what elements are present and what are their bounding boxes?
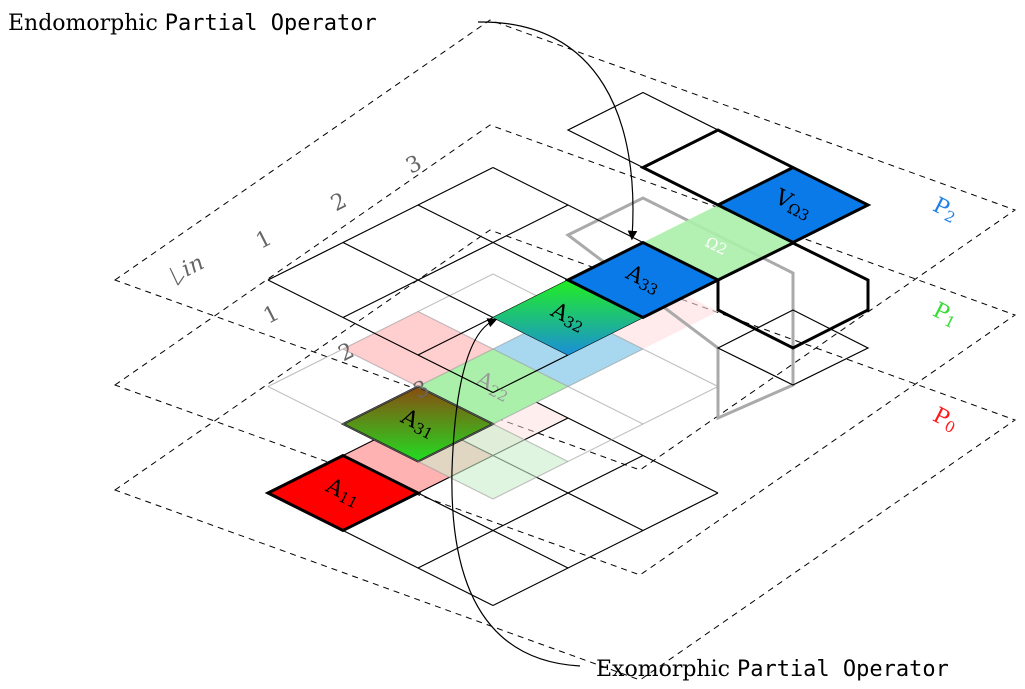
grid-line <box>492 492 719 607</box>
plane <box>113 124 1017 576</box>
cell <box>716 309 870 386</box>
column-label: 1 <box>252 226 276 255</box>
grid-line <box>267 385 494 500</box>
column-label: 2 <box>327 188 351 217</box>
frame <box>639 128 872 245</box>
row-label: 1 <box>260 301 284 330</box>
plane <box>113 229 1017 681</box>
grid-line <box>417 348 644 463</box>
grid-line <box>417 454 644 569</box>
grid-line <box>492 385 719 500</box>
cell-label: P0 <box>928 403 962 437</box>
exo-label: Exomorphic Partial Operator <box>596 657 949 682</box>
grid-line <box>717 166 794 207</box>
endo-arrow <box>477 21 638 241</box>
axis-arrow <box>169 267 185 286</box>
grid-line <box>342 348 569 463</box>
grid-line <box>267 279 494 394</box>
endo-label: Endomorphic Partial Operator <box>8 11 377 36</box>
grid-line <box>417 310 644 425</box>
grid-line <box>267 166 494 281</box>
grid-line <box>267 273 494 388</box>
column-label: 3 <box>402 151 426 180</box>
exo-arrow <box>451 318 581 667</box>
plane <box>113 19 1017 471</box>
cell-label: P1 <box>928 298 962 332</box>
grid-line <box>267 492 494 607</box>
grid-line <box>342 454 569 569</box>
cell <box>566 91 720 169</box>
grid-line <box>342 204 569 319</box>
cell-label: P2 <box>928 193 962 227</box>
